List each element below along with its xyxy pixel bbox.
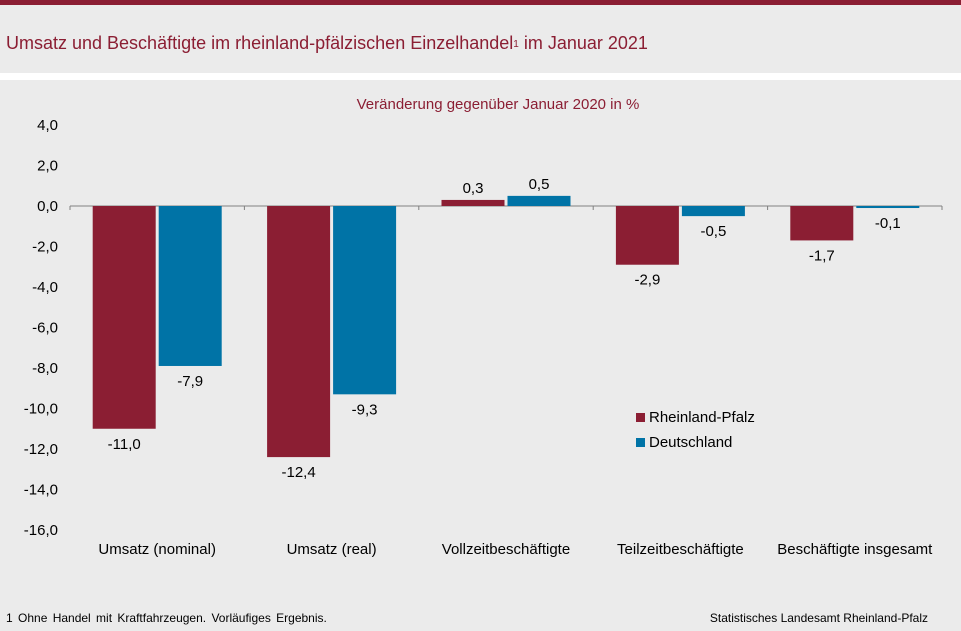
- title-suffix: im Januar 2021: [518, 33, 648, 53]
- footnote: 1 Ohne Handel mit Kraftfahrzeugen. Vorlä…: [6, 611, 327, 625]
- y-tick-label: -2,0: [32, 239, 58, 256]
- x-category-label: Teilzeitbeschäftigte: [617, 541, 744, 558]
- data-label: -11,0: [108, 436, 141, 453]
- x-category-label: Umsatz (nominal): [98, 541, 216, 558]
- legend: Rheinland-Pfalz Deutschland: [636, 405, 755, 455]
- y-tick-label: -8,0: [32, 360, 58, 377]
- y-tick-label: 0,0: [37, 198, 58, 215]
- header: Umsatz und Beschäftigte im rheinland-pfä…: [0, 5, 961, 73]
- y-tick-label: 2,0: [37, 158, 58, 175]
- y-tick-label: -16,0: [24, 522, 58, 539]
- page-title: Umsatz und Beschäftigte im rheinland-pfä…: [6, 33, 648, 54]
- y-tick-label: -14,0: [24, 482, 58, 499]
- legend-swatch-deutschland: [636, 438, 645, 447]
- bar-rheinland-pfalz: [441, 199, 505, 206]
- legend-item-rheinland-pfalz: Rheinland-Pfalz: [636, 405, 755, 430]
- bar-deutschland: [333, 206, 397, 395]
- x-category-label: Beschäftigte insgesamt: [777, 541, 933, 558]
- data-label: -1,7: [809, 247, 835, 264]
- x-category-label: Umsatz (real): [287, 541, 377, 558]
- data-label: 0,5: [529, 176, 550, 193]
- data-label: -0,1: [875, 215, 901, 232]
- data-label: -2,9: [634, 272, 660, 289]
- source-credit: Statistisches Landesamt Rheinland-Pfalz: [709, 611, 928, 625]
- bar-deutschland: [856, 206, 920, 209]
- y-tick-label: 4,0: [37, 117, 58, 134]
- y-tick-label: -10,0: [24, 401, 58, 418]
- data-label: -7,9: [177, 373, 203, 390]
- top-accent-bar: [0, 0, 961, 5]
- y-tick-label: -6,0: [32, 320, 58, 337]
- bar-rheinland-pfalz: [790, 206, 854, 241]
- data-label: -0,5: [700, 223, 726, 240]
- legend-swatch-rheinland-pfalz: [636, 413, 645, 422]
- bar-rheinland-pfalz: [267, 206, 331, 458]
- bar-rheinland-pfalz: [615, 206, 679, 265]
- bar-deutschland: [507, 195, 571, 206]
- bar-deutschland: [158, 206, 222, 366]
- y-tick-label: -12,0: [24, 441, 58, 458]
- legend-label-deutschland: Deutschland: [649, 434, 733, 451]
- bar-deutschland: [681, 206, 745, 217]
- legend-label-rheinland-pfalz: Rheinland-Pfalz: [649, 409, 755, 426]
- header-divider: [0, 73, 961, 80]
- x-category-label: Vollzeitbeschäftigte: [442, 541, 570, 558]
- y-tick-label: -4,0: [32, 279, 58, 296]
- data-label: -9,3: [352, 401, 378, 418]
- data-label: 0,3: [463, 180, 484, 197]
- title-text: Umsatz und Beschäftigte im rheinland-pfä…: [6, 33, 514, 53]
- chart-subtitle: Veränderung gegenüber Januar 2020 in %: [356, 96, 640, 113]
- bar-rheinland-pfalz: [92, 206, 156, 429]
- data-label: -12,4: [281, 464, 315, 481]
- legend-item-deutschland: Deutschland: [636, 430, 755, 455]
- title-footnote-mark: 1: [513, 39, 519, 50]
